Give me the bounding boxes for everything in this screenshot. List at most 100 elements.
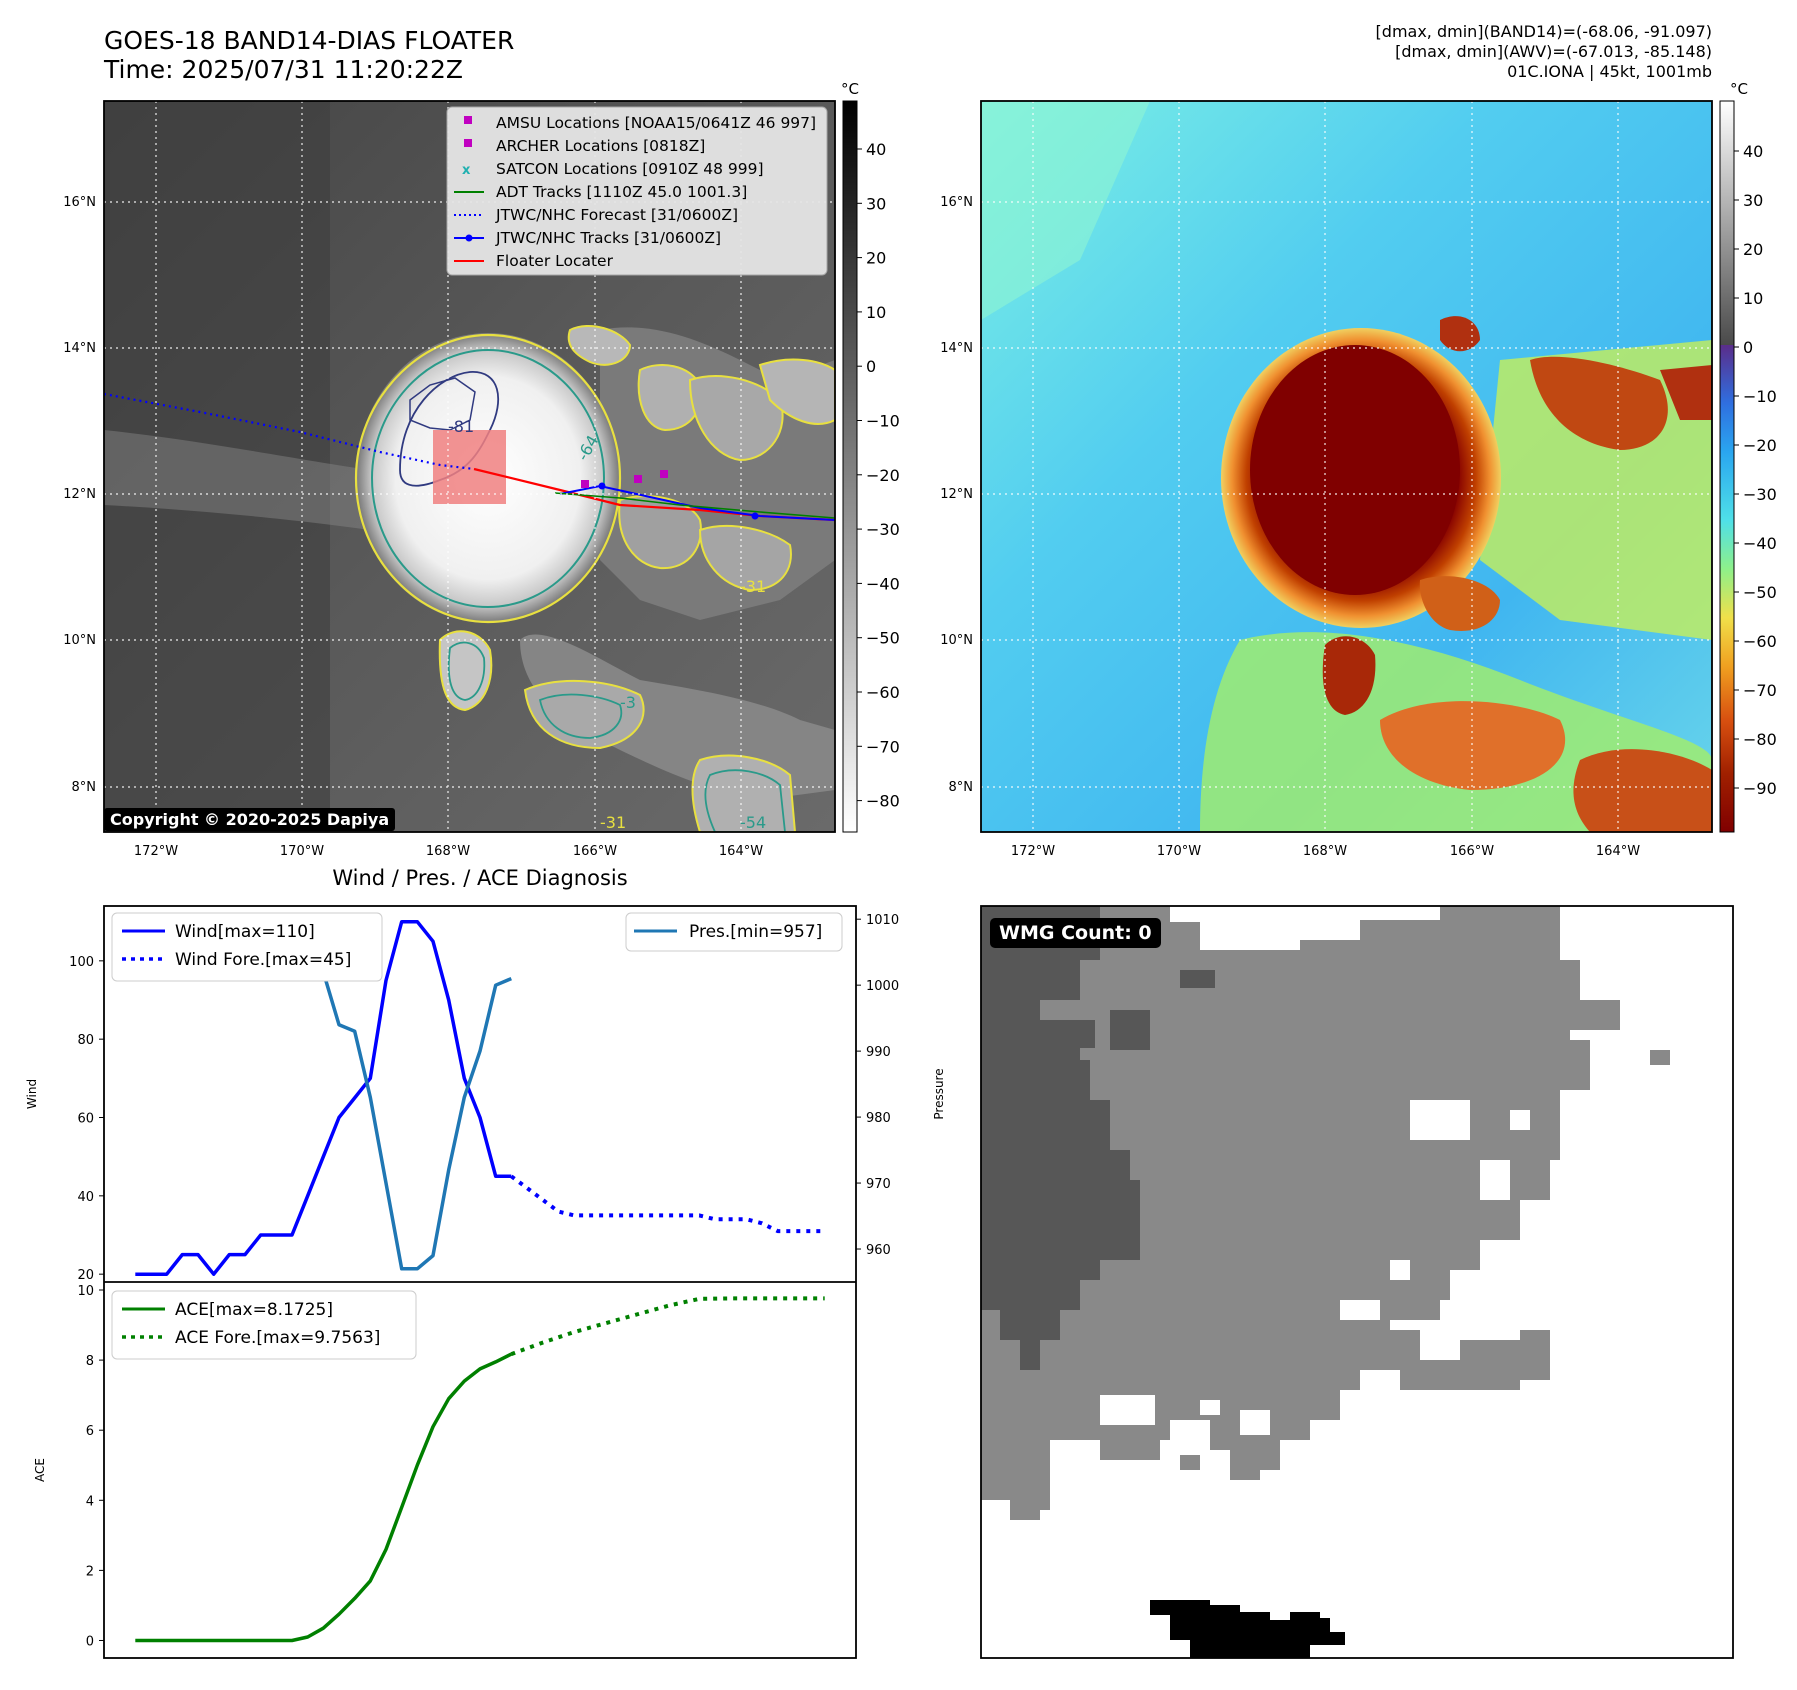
gray-colorbar-tick-label: −40 (866, 574, 900, 593)
contour-label-4: -54 (740, 813, 766, 832)
legend-label-6: JTWC/NHC Tracks [31/0600Z] (495, 229, 721, 247)
color-colorbar-tick-label: −30 (1743, 485, 1777, 504)
color-colorbar-tick-label: −70 (1743, 681, 1777, 700)
y-right-tick-label: 980 (866, 1111, 891, 1126)
lat-label-8n: 8°N (72, 780, 97, 795)
wmg-count-badge: WMG Count: 0 (990, 918, 1161, 948)
color-colorbar-tick-label: −20 (1743, 436, 1777, 455)
left-map-frame (103, 100, 836, 833)
lon-label-164w: 164°W (719, 844, 763, 859)
lon-label-166w: 166°W (573, 844, 617, 859)
gray-colorbar-tick-label: −70 (866, 737, 900, 756)
series-line (135, 1352, 513, 1643)
contour-label-5: -31 (600, 813, 626, 832)
info-line-storm: 01C.IONA | 45kt, 1001mb (1507, 62, 1712, 81)
left-map-axis-labels: 16°N 14°N 12°N 10°N 8°N 172°W 170°W 168°… (63, 195, 763, 859)
y-tick-label: 60 (77, 1112, 94, 1127)
ace-forecast-legend-label: ACE Fore.[max=9.7563] (175, 1328, 380, 1348)
right-map-axis-labels: 16°N 14°N 12°N 10°N 8°N 172°W 170°W 168°… (940, 195, 1640, 859)
lat-label-8n-right: 8°N (949, 780, 974, 795)
figure-title: GOES-18 BAND14-DIAS FLOATER Time: 2025/0… (104, 26, 514, 84)
amsu-marker (634, 475, 642, 483)
y-tick-label: 10 (77, 1284, 94, 1299)
gray-colorbar-unit: °C (841, 80, 859, 98)
wmg-panel (981, 906, 1733, 1658)
gray-colorbar-tick-label: 30 (866, 194, 886, 213)
dmax-dmin-info: [dmax, dmin](BAND14)=(-68.06, -91.097) [… (1376, 22, 1712, 82)
lat-label-12n-right: 12°N (940, 487, 973, 502)
contour-label-3: -31 (740, 577, 766, 596)
y-right-tick-label: 1000 (866, 979, 899, 994)
contour-label-1: -81 (448, 417, 474, 436)
color-colorbar-tick-label: −40 (1743, 534, 1777, 553)
lat-label-14n: 14°N (63, 341, 96, 356)
wind-axis-label: Wind (25, 1079, 39, 1109)
archer-marker (660, 470, 668, 478)
lon-label-172w-right: 172°W (1011, 844, 1055, 859)
svg-text:x: x (462, 163, 471, 178)
color-colorbar-tick-label: −80 (1743, 730, 1777, 749)
lat-label-10n-right: 10°N (940, 633, 973, 648)
y-tick-label: 80 (77, 1033, 94, 1048)
chart-title: Wind / Pres. / ACE Diagnosis (332, 866, 627, 890)
legend-label-7: Floater Locater (496, 252, 614, 270)
pressure-legend: Pres.[min=957] (625, 912, 843, 952)
right-map-frame (980, 100, 1713, 833)
y-right-tick-label: 1010 (866, 913, 899, 928)
adt-track (554, 492, 835, 519)
jtwc-track (559, 484, 835, 521)
color-colorbar-tick-label: −50 (1743, 583, 1777, 602)
legend-label-4: ADT Tracks [1110Z 45.0 1001.3] (496, 183, 747, 201)
wind-legend: Wind[max=110] Wind Fore.[max=45] (111, 912, 383, 982)
lon-label-170w-right: 170°W (1157, 844, 1201, 859)
grayscale-colorbar: °C 40 30 20 10 0 −10 −20 −30 −40 −50 −60 −70 −80 (841, 80, 900, 833)
title-line-2: Time: 2025/07/31 11:20:22Z (104, 55, 463, 84)
gray-colorbar-tick-label: −30 (866, 520, 900, 539)
contour-label-6: -3 (620, 693, 636, 712)
color-colorbar-tick-label: 10 (1743, 289, 1763, 308)
gray-colorbar-tick-label: −50 (866, 629, 900, 648)
y-tick-label: 6 (86, 1424, 94, 1439)
ace-legend: ACE[max=8.1725] ACE Fore.[max=9.7563] (111, 1290, 417, 1360)
y-tick-label: 0 (86, 1634, 94, 1649)
y-tick-label: 40 (77, 1190, 94, 1205)
ir-color-map (981, 101, 1712, 832)
series-line (135, 919, 512, 1276)
lon-label-166w-right: 166°W (1450, 844, 1494, 859)
lon-label-170w: 170°W (280, 844, 324, 859)
legend-label-1: AMSU Locations [NOAA15/0641Z 46 997] (496, 114, 816, 132)
y-right-tick-label: 970 (866, 1177, 891, 1192)
lat-label-14n-right: 14°N (940, 341, 973, 356)
gray-colorbar-tick-label: 20 (866, 249, 886, 268)
forecast-track (104, 392, 475, 471)
series-line (510, 1296, 825, 1356)
pressure-legend-label: Pres.[min=957] (689, 922, 822, 942)
pressure-axis-label: Pressure (932, 1068, 946, 1119)
gray-colorbar-tick-label: −60 (866, 683, 900, 702)
gray-colorbar-tick-label: −10 (866, 412, 900, 431)
legend-label-2: ARCHER Locations [0818Z] (496, 137, 705, 155)
y-tick-label: 2 (86, 1564, 94, 1579)
y-tick-label: 4 (86, 1494, 94, 1509)
color-colorbar-tick-label: 0 (1743, 338, 1753, 357)
floater-locator-box (433, 430, 506, 504)
map-gridlines-right (981, 101, 1712, 832)
info-line-awv: [dmax, dmin](AWV)=(-67.013, -85.148) (1395, 42, 1712, 61)
lat-label-12n: 12°N (63, 487, 96, 502)
y-tick-label: 100 (69, 955, 94, 970)
series-line (510, 1174, 825, 1234)
legend-label-5: JTWC/NHC Forecast [31/0600Z] (495, 206, 738, 224)
y-tick-label: 20 (77, 1268, 94, 1283)
ace-legend-label: ACE[max=8.1725] (175, 1300, 333, 1320)
legend-label-3: SATCON Locations [0910Z 48 999] (496, 160, 764, 178)
color-colorbar-tick-label: −10 (1743, 387, 1777, 406)
lat-label-16n: 16°N (63, 195, 96, 210)
lat-label-10n: 10°N (63, 633, 96, 648)
wind-legend-label: Wind[max=110] (175, 922, 315, 942)
gray-colorbar-tick-label: 10 (866, 303, 886, 322)
info-line-band14: [dmax, dmin](BAND14)=(-68.06, -91.097) (1375, 22, 1712, 41)
copyright-label: Copyright © 2020-2025 Dapiya (104, 808, 396, 831)
color-colorbar-unit: °C (1730, 80, 1748, 98)
lat-label-16n-right: 16°N (940, 195, 973, 210)
